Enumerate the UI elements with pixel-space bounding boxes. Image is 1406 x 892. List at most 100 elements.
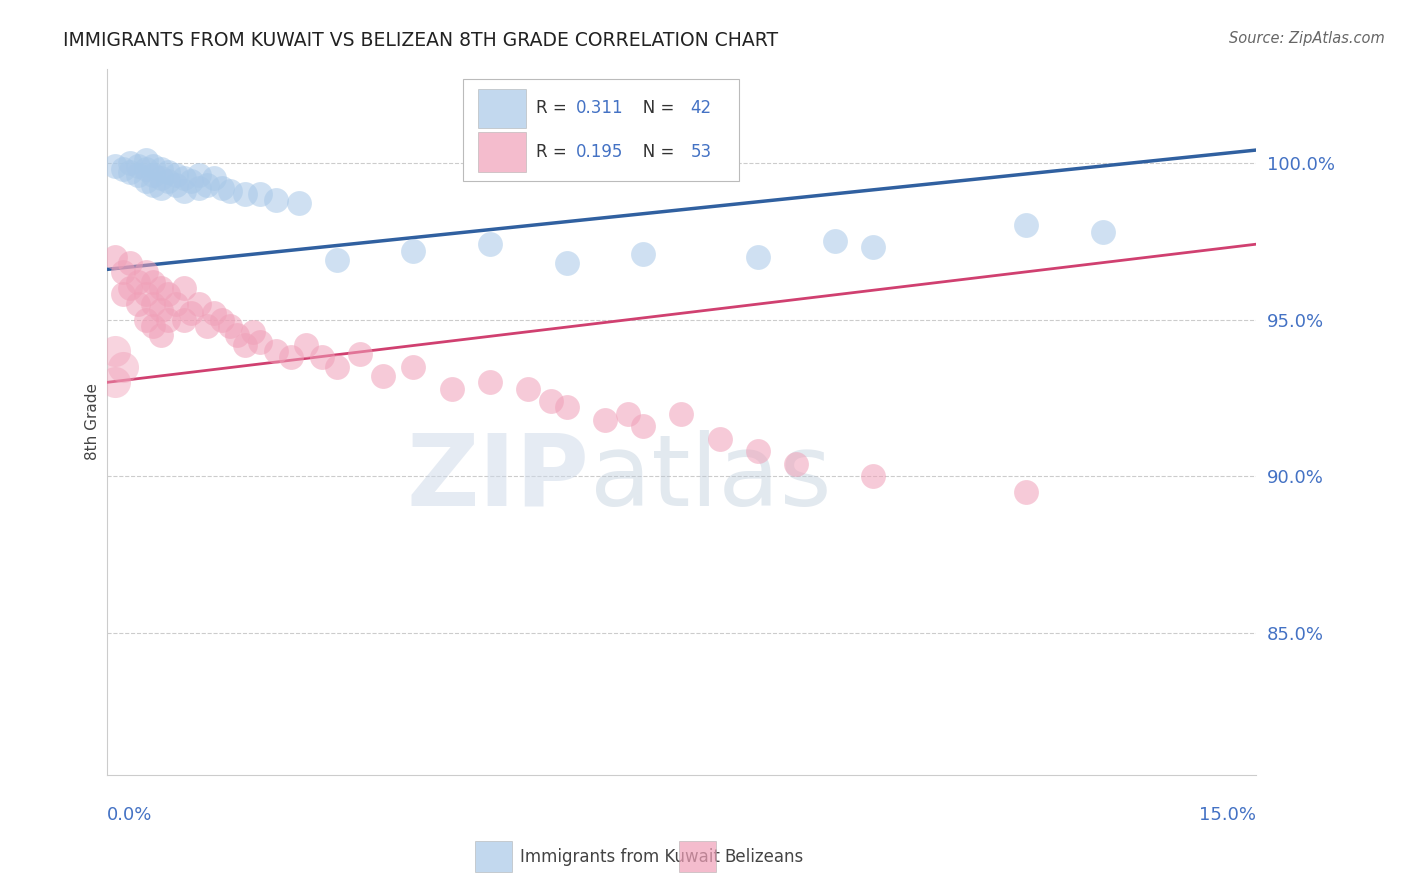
Text: R =: R = — [536, 144, 572, 161]
Point — [142, 159, 165, 173]
Text: N =: N = — [627, 99, 681, 118]
Text: Immigrants from Kuwait: Immigrants from Kuwait — [520, 848, 720, 866]
Point — [120, 165, 142, 179]
Point — [135, 161, 157, 176]
Text: Source: ZipAtlas.com: Source: ZipAtlas.com — [1229, 31, 1385, 46]
Point — [111, 359, 134, 374]
Point — [311, 350, 333, 364]
Point — [120, 256, 142, 270]
Point — [249, 187, 271, 202]
Point — [555, 256, 578, 270]
Point — [1015, 485, 1038, 500]
Point — [127, 168, 149, 182]
Point — [165, 297, 187, 311]
Point — [233, 187, 256, 202]
Point — [188, 297, 211, 311]
Point — [280, 350, 302, 364]
Point — [1091, 225, 1114, 239]
Point — [195, 318, 218, 333]
Point — [555, 401, 578, 415]
Point — [142, 318, 165, 333]
FancyBboxPatch shape — [478, 132, 526, 172]
Point — [211, 312, 233, 326]
Point — [242, 325, 264, 339]
Point — [149, 281, 172, 295]
Point — [402, 244, 425, 258]
Point — [135, 174, 157, 188]
Point — [142, 178, 165, 192]
Point — [127, 275, 149, 289]
Text: N =: N = — [627, 144, 681, 161]
Point — [709, 432, 731, 446]
Text: 53: 53 — [690, 144, 711, 161]
Point — [120, 281, 142, 295]
Point — [111, 161, 134, 176]
Point — [104, 343, 127, 358]
Text: 0.311: 0.311 — [576, 99, 623, 118]
Point — [149, 171, 172, 186]
Text: R =: R = — [536, 99, 572, 118]
Point — [135, 312, 157, 326]
Point — [349, 347, 371, 361]
Point — [218, 184, 240, 198]
Point — [479, 376, 502, 390]
Point — [540, 394, 562, 409]
Point — [188, 168, 211, 182]
Point — [204, 306, 226, 320]
Point — [135, 287, 157, 301]
Point — [157, 287, 180, 301]
Point — [173, 171, 195, 186]
Point — [287, 196, 309, 211]
Point — [180, 306, 202, 320]
Point — [747, 250, 769, 264]
Point — [226, 328, 249, 343]
Point — [1015, 219, 1038, 233]
Point — [165, 178, 187, 192]
Point — [173, 184, 195, 198]
Point — [479, 237, 502, 252]
Point — [517, 382, 540, 396]
Point — [631, 419, 654, 434]
Point — [157, 174, 180, 188]
Text: IMMIGRANTS FROM KUWAIT VS BELIZEAN 8TH GRADE CORRELATION CHART: IMMIGRANTS FROM KUWAIT VS BELIZEAN 8TH G… — [63, 31, 779, 50]
Point — [671, 407, 693, 421]
Point — [111, 265, 134, 279]
Point — [440, 382, 463, 396]
Text: Belizeans: Belizeans — [724, 848, 803, 866]
Point — [195, 178, 218, 192]
Point — [264, 343, 287, 358]
Text: 15.0%: 15.0% — [1199, 806, 1256, 824]
Point — [157, 312, 180, 326]
Text: 0.0%: 0.0% — [107, 806, 153, 824]
Point — [862, 469, 884, 483]
Point — [120, 155, 142, 169]
Point — [157, 165, 180, 179]
Point — [295, 337, 318, 351]
Point — [135, 265, 157, 279]
Point — [104, 376, 127, 390]
Point — [149, 303, 172, 318]
Point — [862, 240, 884, 254]
Point — [135, 153, 157, 167]
Point — [233, 337, 256, 351]
Y-axis label: 8th Grade: 8th Grade — [86, 383, 100, 460]
Point — [824, 234, 846, 248]
Point — [218, 318, 240, 333]
FancyBboxPatch shape — [463, 79, 740, 181]
Point — [127, 159, 149, 173]
Point — [104, 250, 127, 264]
Point — [142, 297, 165, 311]
Point — [173, 312, 195, 326]
Point — [747, 444, 769, 458]
Point — [593, 413, 616, 427]
Point — [142, 168, 165, 182]
Point — [111, 287, 134, 301]
Point — [142, 275, 165, 289]
Point — [326, 359, 349, 374]
Point — [127, 297, 149, 311]
Point — [180, 174, 202, 188]
Point — [149, 180, 172, 194]
Point — [326, 252, 349, 267]
FancyBboxPatch shape — [679, 841, 716, 872]
Text: 42: 42 — [690, 99, 711, 118]
